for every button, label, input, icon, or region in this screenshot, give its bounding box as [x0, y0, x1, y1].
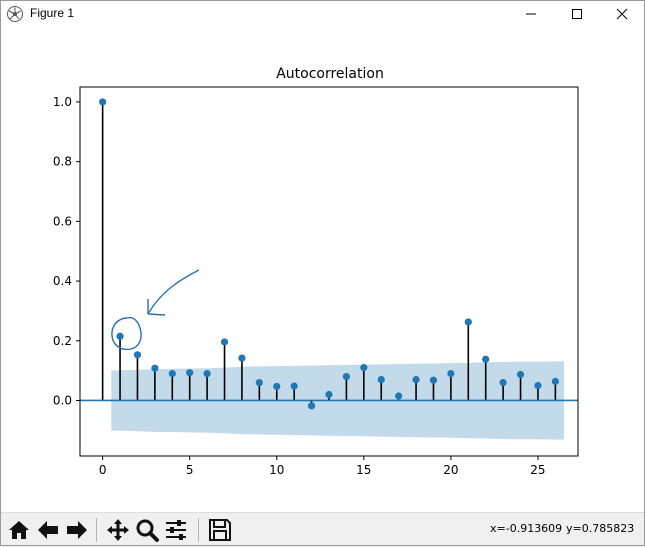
save-icon: [209, 519, 231, 541]
x-tick-label: 0: [99, 463, 107, 477]
acf-point: [325, 390, 333, 399]
acf-point: [133, 351, 142, 359]
cursor-y-readout: y=0.785823: [566, 522, 635, 535]
y-tick-label: 1.0: [53, 95, 72, 109]
acf-point: [429, 376, 438, 384]
save-button[interactable]: [207, 517, 233, 543]
acf-point: [273, 382, 281, 391]
acf-point: [342, 372, 351, 381]
x-tick-label: 25: [530, 463, 545, 477]
toolbar-separator: [198, 518, 199, 542]
axes-frame: [79, 86, 579, 457]
figure-canvas[interactable]: Autocorrelation 0 5 10 15 20 25 0.0 0.2 0.4 0.6 0.…: [0, 28, 645, 512]
close-icon: [616, 8, 628, 20]
minimize-button[interactable]: [508, 0, 554, 28]
y-tick-label: 0.0: [53, 393, 72, 407]
axis-layer: 0 5 10 15 20 25 0.0 0.2 0.4 0.6 0.8 1.0: [53, 86, 579, 477]
zoom-button[interactable]: [134, 517, 160, 543]
back-arrow-icon: [38, 521, 58, 539]
x-tick-label: 15: [356, 463, 371, 477]
acf-point: [151, 364, 159, 372]
home-button[interactable]: [6, 517, 32, 543]
maximize-icon: [572, 9, 582, 19]
acf-point: [464, 318, 472, 326]
acf-point: [220, 338, 229, 346]
forward-arrow-icon: [67, 521, 87, 539]
acf-point: [360, 364, 368, 372]
acf-point: [447, 370, 455, 378]
y-tick-label: 0.4: [53, 274, 72, 288]
minimize-icon: [526, 13, 536, 15]
acf-point: [377, 375, 385, 384]
app-icon: [7, 6, 23, 22]
acf-point: [307, 402, 316, 410]
marker-layer: [99, 98, 559, 410]
acf-point: [412, 375, 420, 384]
close-button[interactable]: [599, 0, 645, 28]
acf-point: [168, 370, 176, 378]
back-button[interactable]: [35, 517, 61, 543]
autocorrelation-chart: Autocorrelation 0 5 10 15 20 25 0.0 0.2 0.4 0.6 0.…: [53, 66, 579, 477]
acf-point: [238, 354, 246, 362]
x-tick-label: 20: [443, 463, 458, 477]
pan-icon: [107, 519, 129, 541]
window-title: Figure 1: [30, 6, 75, 20]
x-tick-label: 10: [269, 463, 284, 477]
chart-title: Autocorrelation: [276, 66, 384, 82]
subplots-icon: [166, 520, 186, 540]
annotation-arrow: [147, 269, 200, 316]
acf-point: [499, 378, 507, 387]
y-tick-label: 0.8: [53, 155, 72, 169]
pan-button[interactable]: [105, 517, 131, 543]
acf-point: [482, 355, 490, 363]
acf-point: [116, 332, 124, 340]
navigation-toolbar: x=-0.913609 y=0.785823: [0, 512, 645, 547]
zoom-icon: [136, 519, 159, 542]
acf-point: [203, 370, 211, 378]
acf-point: [534, 381, 542, 390]
cursor-x-readout: x=-0.913609: [490, 522, 563, 535]
hand-drawn-annotation: [111, 269, 200, 351]
toolbar-separator: [96, 518, 97, 542]
title-bar[interactable]: Figure 1: [0, 0, 645, 28]
x-tick-label: 5: [186, 463, 194, 477]
maximize-button[interactable]: [554, 0, 600, 28]
acf-point: [395, 392, 403, 400]
y-tick-label: 0.2: [53, 334, 72, 348]
acf-point: [255, 378, 263, 387]
home-icon: [9, 521, 29, 539]
acf-point: [99, 98, 107, 106]
acf-point: [551, 377, 559, 385]
acf-point: [186, 369, 194, 377]
y-tick-label: 0.6: [53, 214, 72, 228]
configure-subplots-button[interactable]: [163, 517, 189, 543]
forward-button[interactable]: [64, 517, 90, 543]
annotation-circle: [111, 316, 142, 351]
acf-point: [290, 382, 298, 390]
acf-point: [516, 370, 525, 379]
